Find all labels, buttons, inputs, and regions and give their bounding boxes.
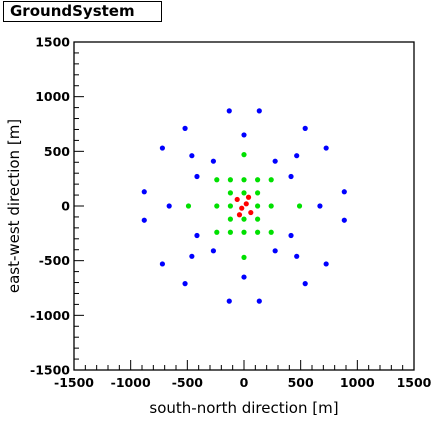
data-point: [226, 108, 232, 114]
data-point: [241, 190, 247, 196]
data-point: [210, 248, 216, 254]
data-point: [245, 194, 252, 200]
y-axis-title: east-west direction [m]: [5, 119, 23, 293]
chart-title: GroundSystem: [3, 1, 162, 22]
data-point: [255, 177, 261, 183]
x-tick-label: -1000: [111, 375, 151, 390]
data-point: [210, 158, 216, 164]
data-point: [272, 158, 278, 164]
data-point: [185, 203, 192, 209]
data-point: [234, 196, 240, 203]
data-point: [236, 212, 243, 218]
axis-ticks: [73, 41, 415, 371]
y-tick-label: 1000: [35, 89, 70, 104]
data-point: [248, 209, 254, 216]
x-tick-label: 0: [240, 375, 249, 390]
tick-labels: -1500 -1000 -500 0 500 1000 1500 -1500 -1000 -500…: [30, 35, 432, 391]
data-point: [194, 232, 200, 239]
data-point: [227, 190, 233, 196]
data-point: [241, 216, 247, 222]
data-point: [226, 298, 232, 304]
data-point: [227, 229, 233, 235]
data-point: [214, 177, 220, 183]
data-point: [182, 281, 188, 287]
x-tick-label: 1000: [340, 375, 375, 390]
data-point: [255, 229, 261, 235]
data-point: [194, 173, 200, 180]
data-point: [182, 125, 188, 131]
data-point: [302, 281, 308, 287]
data-point: [341, 189, 347, 195]
data-point: [268, 177, 274, 183]
y-tick-label: 0: [61, 199, 70, 214]
data-point: [268, 229, 274, 235]
x-tick-label: 1500: [397, 375, 432, 390]
data-point: [272, 248, 278, 254]
data-points: [141, 108, 347, 304]
x-tick-label: -1500: [54, 375, 94, 390]
data-point: [141, 217, 147, 223]
data-point: [294, 253, 300, 259]
data-point: [227, 203, 233, 209]
data-point: [239, 205, 245, 211]
plot-frame: [73, 41, 415, 371]
x-tick-label: -500: [172, 375, 204, 390]
data-point: [256, 108, 262, 114]
y-tick-label: -1000: [30, 308, 70, 323]
data-point: [323, 145, 329, 151]
data-point: [255, 190, 261, 196]
data-point: [323, 261, 329, 267]
data-point: [243, 201, 249, 207]
data-point: [341, 217, 347, 223]
data-point: [302, 125, 308, 131]
data-point: [166, 203, 172, 209]
data-point: [255, 216, 261, 222]
data-point: [241, 177, 247, 183]
y-tick-label: -500: [39, 253, 71, 268]
data-point: [296, 203, 303, 209]
data-point: [255, 203, 261, 209]
y-tick-label: -1500: [30, 363, 70, 378]
data-point: [227, 216, 233, 222]
data-point: [268, 203, 274, 209]
y-tick-label: 1500: [35, 35, 70, 50]
data-point: [288, 173, 294, 180]
data-point: [227, 177, 233, 183]
data-point: [141, 189, 147, 195]
data-point: [294, 153, 300, 159]
data-point: [214, 229, 220, 235]
x-axis-title: south-north direction [m]: [149, 399, 338, 417]
data-point: [241, 274, 247, 280]
y-tick-label: 500: [44, 144, 70, 159]
data-point: [214, 203, 220, 209]
data-point: [288, 232, 294, 239]
data-point: [241, 254, 247, 260]
data-point: [159, 261, 165, 267]
data-point: [256, 298, 262, 304]
data-point: [241, 152, 247, 158]
data-point: [189, 253, 195, 259]
data-point: [189, 153, 195, 159]
data-point: [317, 203, 323, 209]
data-point: [159, 145, 165, 151]
x-tick-label: 500: [288, 375, 314, 390]
data-point: [241, 132, 247, 138]
data-point: [241, 229, 247, 235]
